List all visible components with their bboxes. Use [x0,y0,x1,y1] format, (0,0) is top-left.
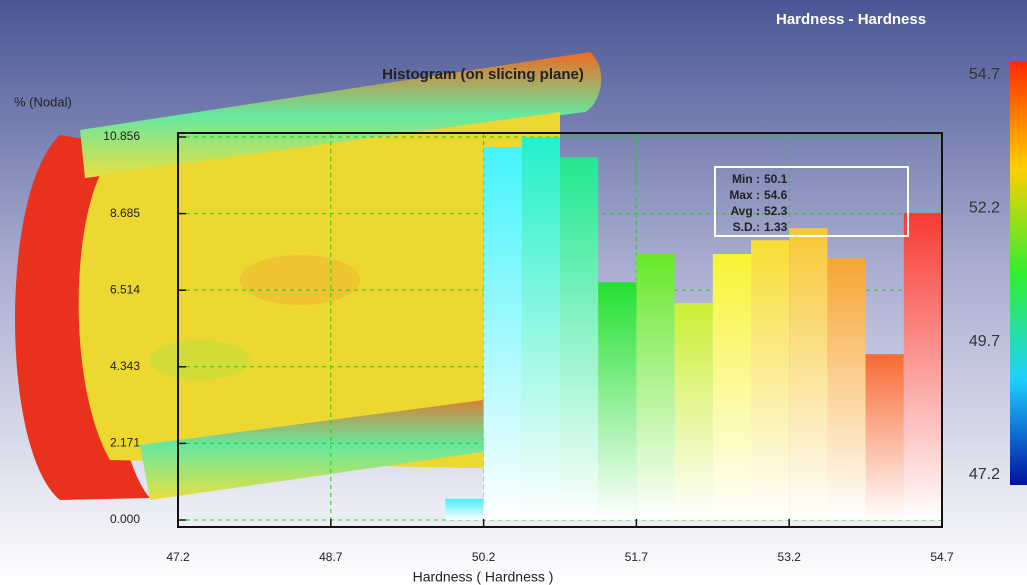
colorbar-tick-label: 52.2 [969,200,1000,217]
stats-label: S.D.: [733,220,760,234]
part-render [15,52,602,500]
bar [751,240,790,520]
header: Hardness - Hardness [776,11,926,28]
bar [636,253,675,520]
bar [712,253,751,520]
y-tick-label: 0.000 [110,512,140,526]
colorbar [1010,62,1027,485]
stats-value: 1.33 [764,220,788,234]
stats-value: 54.6 [764,188,788,202]
y-tick-label: 6.514 [110,282,140,296]
chart-title: Histogram (on slicing plane) [382,66,584,83]
bar [445,498,484,520]
x-axis-label: Hardness ( Hardness ) [413,569,554,585]
stats-label: Min : [732,172,760,186]
stats-label: Avg : [730,204,760,218]
stats-value: 52.3 [764,204,788,218]
bar [521,137,560,520]
x-tick-label: 48.7 [319,550,343,564]
stats-value: 50.1 [764,172,788,186]
x-tick-label: 51.7 [625,550,649,564]
colorbar-tick-label: 54.7 [969,66,1000,83]
bar [598,282,637,520]
plot-frame [177,132,943,528]
bar [789,228,828,520]
x-tick-label: 54.7 [930,550,954,564]
x-tick-label: 47.2 [166,550,190,564]
y-tick-label: 8.685 [110,206,140,220]
x-tick-label: 53.2 [778,550,802,564]
bar [674,303,713,520]
bar [903,213,942,521]
y-axis-label: % (Nodal) [14,94,72,109]
bar [560,157,599,521]
y-tick-label: 10.856 [103,129,140,143]
bar [827,258,866,520]
colorbar-tick-label: 49.7 [969,333,1000,350]
y-tick-label: 2.171 [110,436,140,450]
bar [865,354,904,520]
stats-label: Max : [729,188,760,202]
y-tick-label: 4.343 [110,359,140,373]
colorbar-tick-label: 47.2 [969,466,1000,483]
bar [483,147,522,520]
x-tick-label: 50.2 [472,550,496,564]
stats-box [714,166,909,237]
